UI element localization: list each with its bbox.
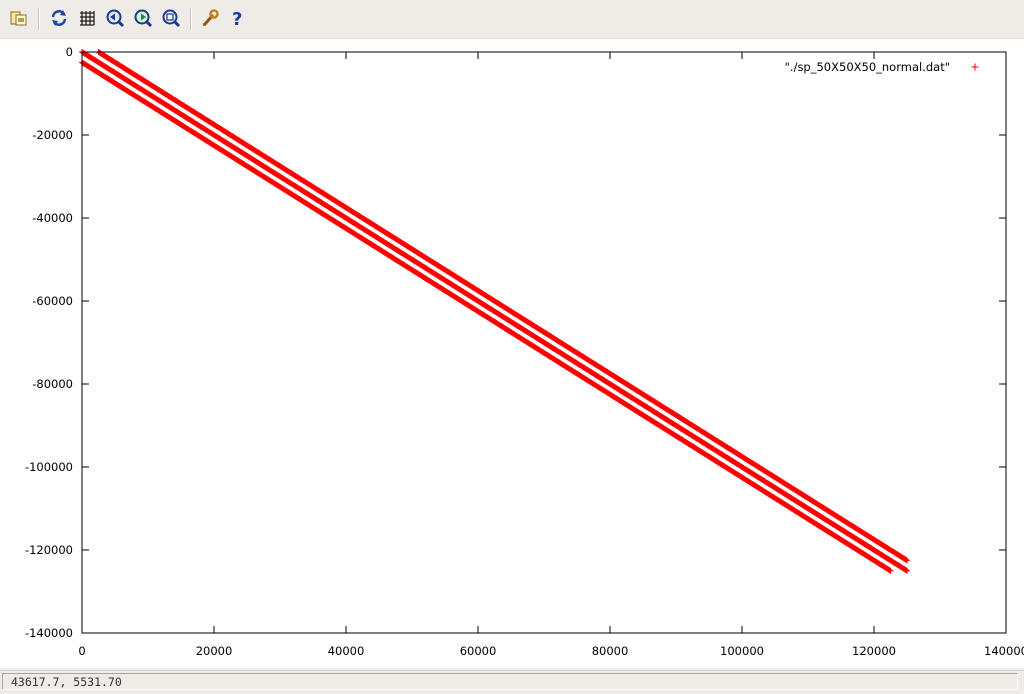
- autoscale-icon[interactable]: [161, 8, 181, 28]
- y-tick-label: -100000: [25, 460, 73, 474]
- options-icon[interactable]: [200, 8, 220, 28]
- help-icon[interactable]: ?: [228, 8, 248, 28]
- x-tick-label: 120000: [852, 644, 896, 658]
- zoom-next-icon[interactable]: [133, 8, 153, 28]
- data-point-band: [79, 59, 894, 574]
- x-tick-label: 60000: [460, 644, 497, 658]
- legend: "./sp_50X50X50_normal.dat": [785, 60, 979, 74]
- legend-marker: [971, 63, 979, 71]
- grid-icon[interactable]: [77, 8, 97, 28]
- y-tick-label: -120000: [25, 543, 73, 557]
- data-point-band: [79, 49, 910, 574]
- legend-label: "./sp_50X50X50_normal.dat": [785, 60, 950, 74]
- legend-marker-plus: [971, 63, 979, 71]
- y-tick-label: 0: [66, 45, 73, 59]
- y-tick-label: -40000: [32, 211, 73, 225]
- x-tick-label: 40000: [328, 644, 365, 658]
- data-points: [79, 49, 910, 574]
- y-tick-label: -20000: [32, 128, 73, 142]
- y-tick-label: -60000: [32, 294, 73, 308]
- y-tick-label: -140000: [25, 626, 73, 640]
- x-tick-label: 0: [78, 644, 85, 658]
- svg-text:?: ?: [232, 9, 242, 28]
- export-icon[interactable]: [9, 8, 29, 28]
- status-bar: 43617.7, 5531.70: [0, 670, 1024, 694]
- toolbar: ?: [0, 0, 1024, 39]
- x-tick-label: 20000: [196, 644, 233, 658]
- replot-icon[interactable]: [49, 8, 69, 28]
- plot-area[interactable]: 0 20000 40000 60000 80000 100000 120000 140000 0…: [0, 39, 1024, 668]
- zoom-previous-icon[interactable]: [105, 8, 125, 28]
- x-tick-label: 100000: [720, 644, 764, 658]
- plot-frame: [81, 51, 1007, 634]
- data-point-band: [95, 49, 910, 564]
- x-tick-label: 80000: [592, 644, 629, 658]
- chart: 0 20000 40000 60000 80000 100000 120000 140000 0…: [25, 45, 1024, 658]
- y-tick-label: -80000: [32, 377, 73, 391]
- x-tick-label: 140000: [984, 644, 1024, 658]
- coordinate-readout: 43617.7, 5531.70: [2, 673, 1018, 690]
- axis-ticks: 0 20000 40000 60000 80000 100000 120000 140000 0…: [25, 45, 1024, 658]
